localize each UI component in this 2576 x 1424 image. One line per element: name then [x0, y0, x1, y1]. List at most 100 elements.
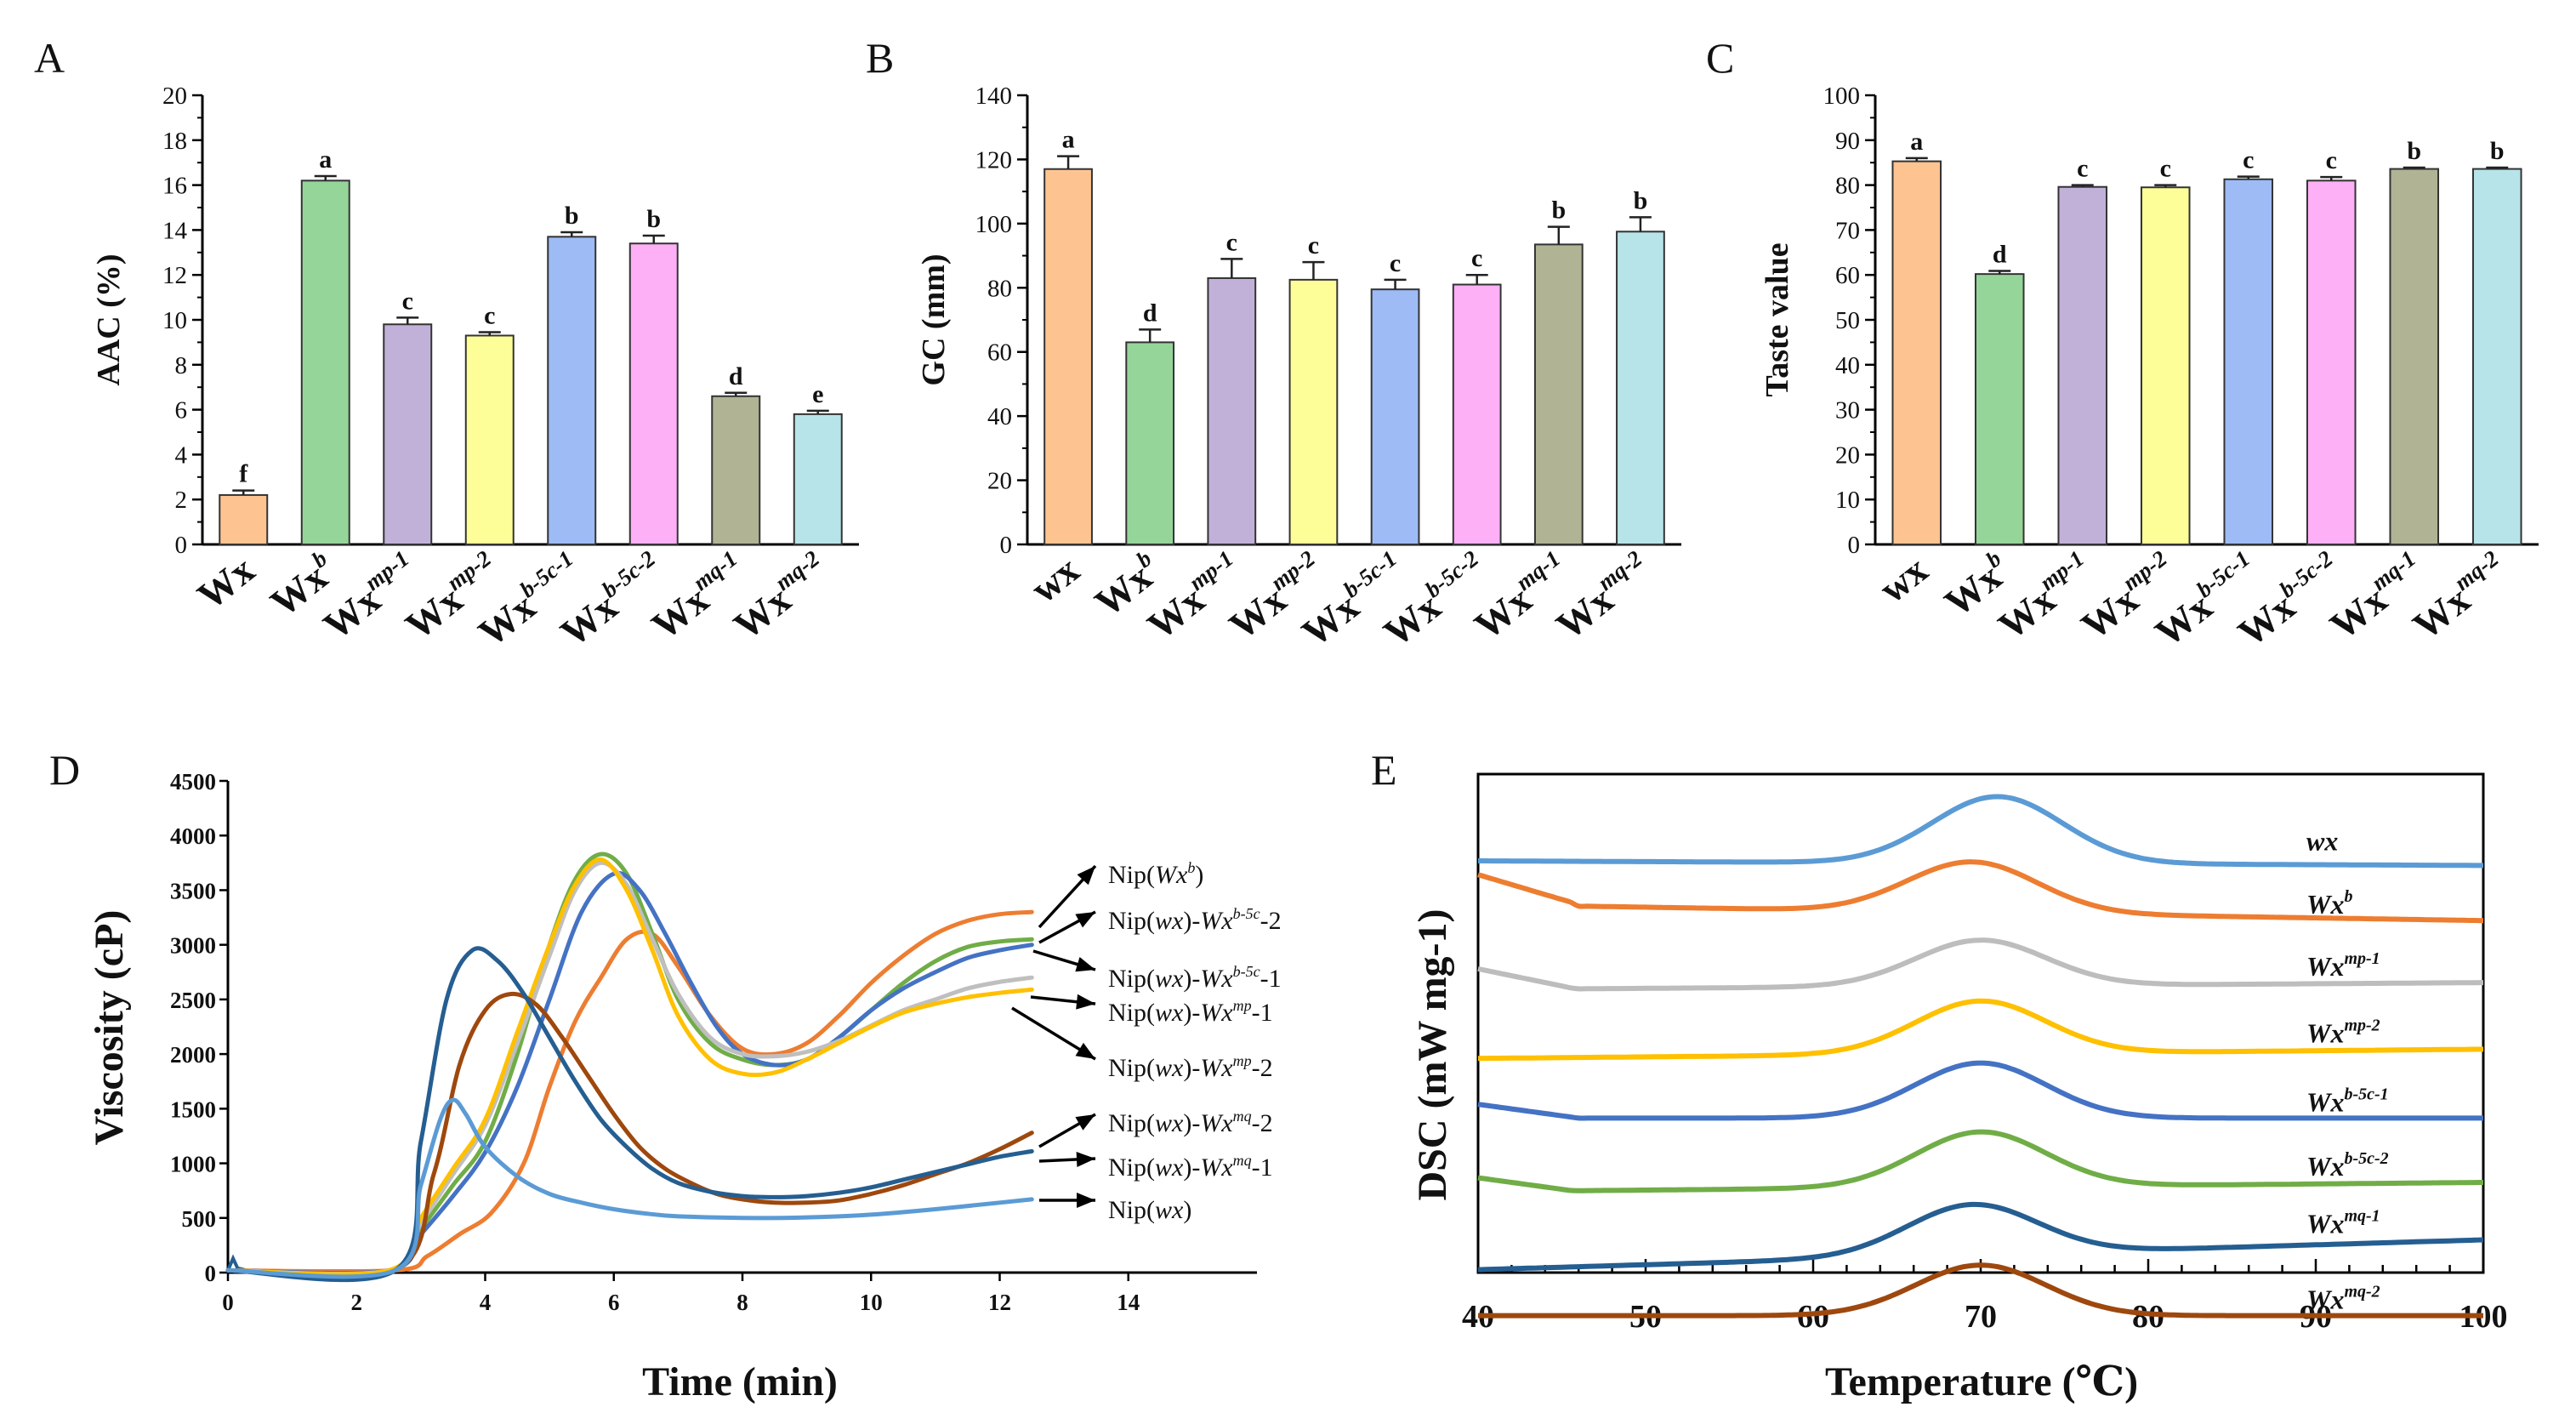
x-tick-label: 70: [1965, 1299, 1997, 1335]
dsc-trace-label: Wxmp-1: [2306, 949, 2380, 982]
significance-letter: c: [1308, 231, 1319, 259]
y-tick-label: 120: [975, 146, 1013, 174]
legend-arrowhead: [1075, 957, 1095, 972]
bar: [464, 334, 515, 546]
series-line: [225, 909, 1034, 1274]
significance-letter: b: [1551, 197, 1566, 225]
significance-letter: c: [1226, 228, 1237, 256]
y-tick-label: 4: [175, 441, 188, 469]
y-tick-label: 80: [987, 275, 1012, 302]
y-axis-label: AAC (%): [91, 253, 127, 385]
bar: [2306, 179, 2357, 545]
y-axis-label: Viscosity (cP): [87, 910, 132, 1146]
y-axis-label: GC (mm): [916, 253, 952, 385]
x-tick-label: 8: [736, 1290, 748, 1315]
x-category-label: Wxmp-1: [314, 545, 427, 647]
x-category-label: Wxmp-1: [1138, 545, 1251, 647]
y-tick-label: 2000: [170, 1042, 216, 1068]
bar: [2057, 185, 2108, 545]
dsc-trace-label: Wxb-5c-1: [2306, 1085, 2389, 1117]
x-axis-label: Time (min): [642, 1359, 838, 1404]
x-tick-label: 12: [988, 1290, 1011, 1315]
legend-arrowhead: [1075, 912, 1095, 928]
y-tick-label: 100: [1823, 83, 1861, 110]
legend-arrowhead: [1077, 1193, 1095, 1208]
y-tick-label: 1500: [170, 1096, 216, 1122]
significance-letter: d: [729, 362, 743, 390]
y-tick-label: 70: [1835, 217, 1860, 244]
significance-letter: f: [239, 460, 248, 488]
dsc-trace: [1477, 859, 2484, 924]
panel-label: A: [34, 34, 65, 82]
significance-letter: b: [2490, 137, 2505, 165]
x-category-label: Wxmq-1: [1464, 545, 1578, 647]
significance-letter: b: [565, 202, 579, 230]
y-tick-label: 10: [1835, 487, 1860, 514]
legend-label: Nip(wx)-Wxmp-1: [1108, 997, 1273, 1027]
y-tick-label: 8: [175, 352, 188, 379]
bar: [793, 413, 843, 545]
legend-label: Nip(wx)-Wxmq-1: [1108, 1152, 1273, 1182]
significance-letter: c: [402, 287, 413, 315]
significance-letter: c: [2326, 146, 2337, 174]
bar: [1207, 276, 1257, 545]
y-tick-label: 40: [987, 403, 1012, 430]
significance-letter: b: [2407, 137, 2421, 165]
bar: [2471, 168, 2522, 545]
y-tick-label: 0: [1000, 532, 1013, 559]
significance-letter: a: [1910, 128, 1923, 156]
y-tick-label: 3000: [170, 933, 216, 959]
y-tick-label: 0: [205, 1261, 217, 1286]
x-tick-label: 6: [608, 1290, 620, 1315]
panel-c: C 0 10 20 30 40 50 60 70 80 90 100 Taste value a wx d Wx…: [1706, 34, 2539, 655]
series-line: [225, 857, 1034, 1277]
y-axis-label: Taste value: [1760, 242, 1795, 396]
significance-letter: b: [1634, 186, 1648, 214]
bar: [300, 179, 350, 545]
bar: [1288, 278, 1339, 545]
x-tick-label: 10: [860, 1290, 883, 1315]
legend-arrowhead: [1075, 1114, 1095, 1131]
panel-d: D 0 500 1000 1500 2000 2500 3000 3500 4000 4500 0 2 4…: [49, 746, 1282, 1404]
bar: [1370, 288, 1420, 545]
panel-label: E: [1371, 746, 1397, 794]
y-tick-label: 20: [1835, 441, 1860, 469]
dsc-trace: [1478, 794, 2483, 869]
x-tick-label: 4: [480, 1290, 492, 1315]
bar: [2389, 168, 2440, 545]
bar: [2223, 178, 2274, 545]
legend-arrowhead: [1076, 1152, 1095, 1167]
significance-letter: c: [2243, 146, 2254, 174]
series-line: [225, 870, 1034, 1276]
dsc-trace-label: Wxmq-1: [2306, 1207, 2380, 1239]
bar: [1043, 168, 1093, 545]
y-tick-label: 12: [162, 262, 187, 289]
bar: [219, 493, 269, 545]
significance-letter: a: [319, 145, 332, 174]
x-category-label: wx: [1871, 548, 1936, 612]
bar: [547, 236, 597, 545]
bar: [1452, 283, 1502, 545]
y-tick-label: 4500: [170, 769, 216, 795]
bar: [1533, 243, 1584, 545]
y-tick-label: 140: [975, 83, 1013, 110]
y-tick-label: 18: [162, 128, 187, 155]
panel-label: B: [866, 34, 894, 82]
legend-arrowhead: [1076, 994, 1095, 1010]
x-category-label: Wxmp-1: [1988, 545, 2101, 647]
dsc-trace: [1478, 1262, 2483, 1319]
dsc-trace-label: Wxb-5c-2: [2306, 1149, 2389, 1182]
y-tick-label: 10: [162, 307, 187, 334]
x-category-label: Wx: [190, 548, 263, 618]
y-tick-label: 16: [162, 173, 187, 200]
x-category-label: Wxmq-2: [1547, 545, 1660, 647]
significance-letter: e: [812, 380, 823, 408]
legend-arrowhead: [1077, 866, 1095, 886]
dsc-trace-label: Wxmp-2: [2306, 1016, 2380, 1048]
series-line: [225, 991, 1034, 1280]
dsc-trace-label: wx: [2306, 825, 2338, 856]
legend-label: Nip(Wxb): [1108, 859, 1203, 889]
dsc-trace-label: Wxmq-2: [2306, 1283, 2380, 1315]
